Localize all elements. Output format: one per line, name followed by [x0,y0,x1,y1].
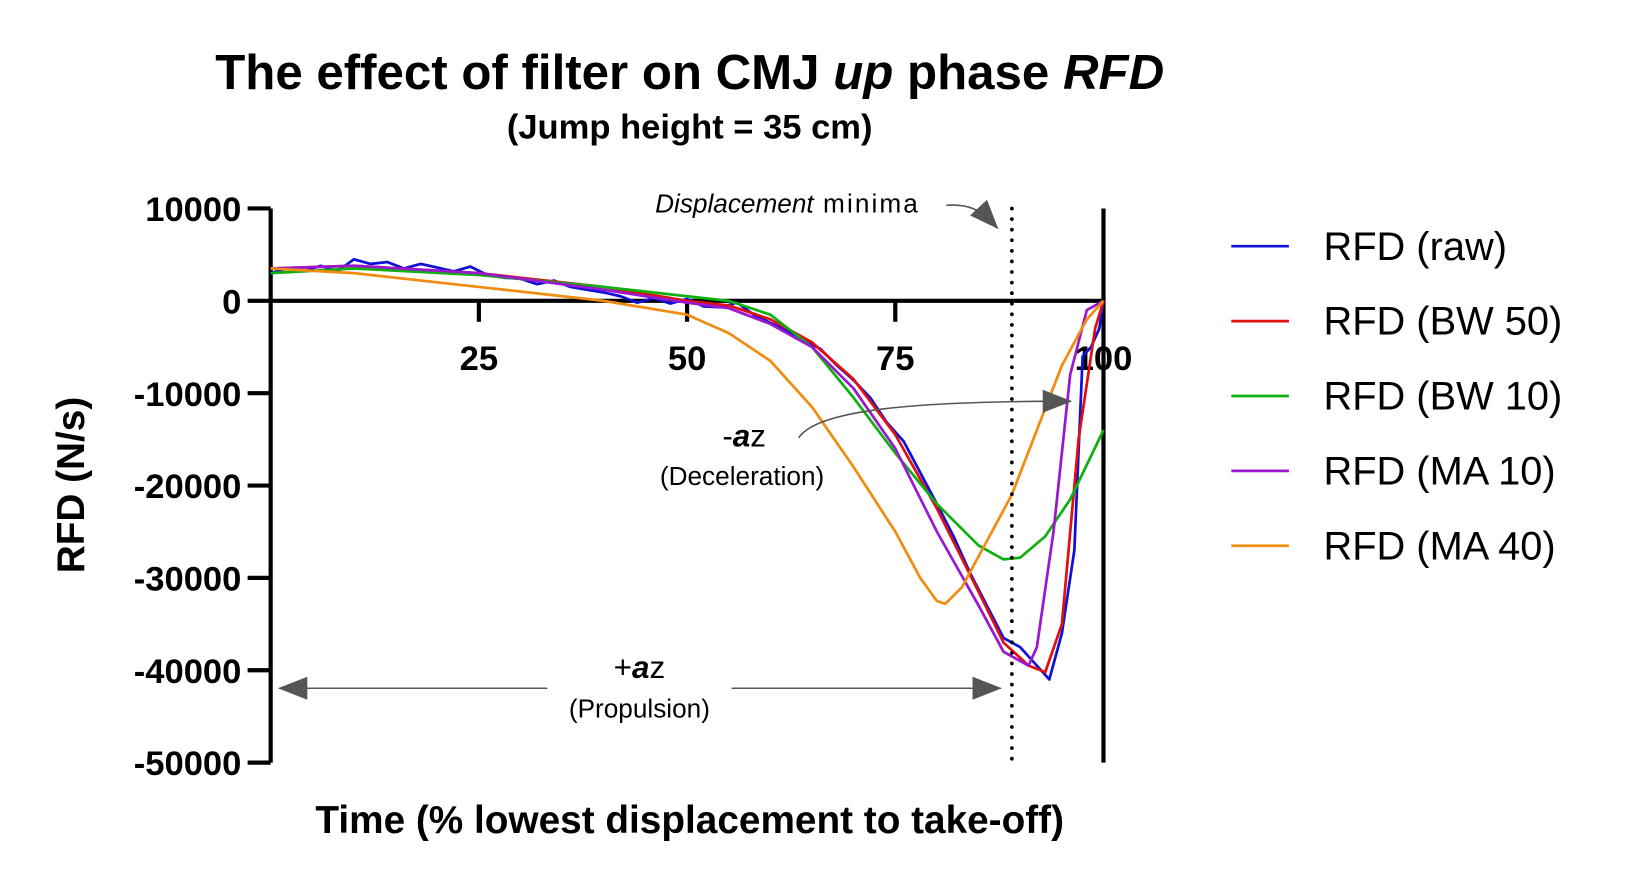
deceleration-arrow [797,389,1073,439]
y-axis-label: RFD (N/s) [50,397,93,574]
y-tick-label: -10000 [134,376,242,414]
series-line-rfd-ma-40 [270,267,1105,606]
x-axis-label: Time (% lowest displacement to take-off) [315,799,1064,842]
legend-label: RFD (MA 40) [1323,524,1555,568]
legend-label: RFD (MA 10) [1323,449,1555,493]
propulsion-symbol: +az [614,650,666,685]
y-tick-label: -40000 [134,653,242,691]
series-line-rfd-ma-10 [270,264,1105,667]
deceleration-symbol: -az [722,418,766,453]
legend-label: RFD (BW 10) [1323,375,1562,419]
y-tick-label: -50000 [134,745,242,783]
chart-title: The effect of filter on CMJ up phase RFD [215,45,1164,100]
y-tick-label: 0 [222,283,241,321]
deceleration-label: (Deceleration) [660,461,824,491]
x-tick-label: 100 [1075,340,1133,378]
y-tick-label: -30000 [134,560,242,598]
y-tick-label: -20000 [134,468,242,506]
propulsion-label: (Propulsion) [569,694,710,724]
y-tick-label: 10000 [145,191,241,229]
x-tick-label: 25 [460,340,498,378]
legend-label: RFD (raw) [1323,225,1506,269]
legend-label: RFD (BW 50) [1323,300,1562,344]
x-tick-label: 75 [876,340,914,378]
x-tick-label: 50 [668,340,706,378]
chart-subtitle: (Jump height = 35 cm) [507,108,873,146]
displacement-minima-label: Displacement minima [655,189,920,219]
displacement-minima-arrow [946,199,999,230]
